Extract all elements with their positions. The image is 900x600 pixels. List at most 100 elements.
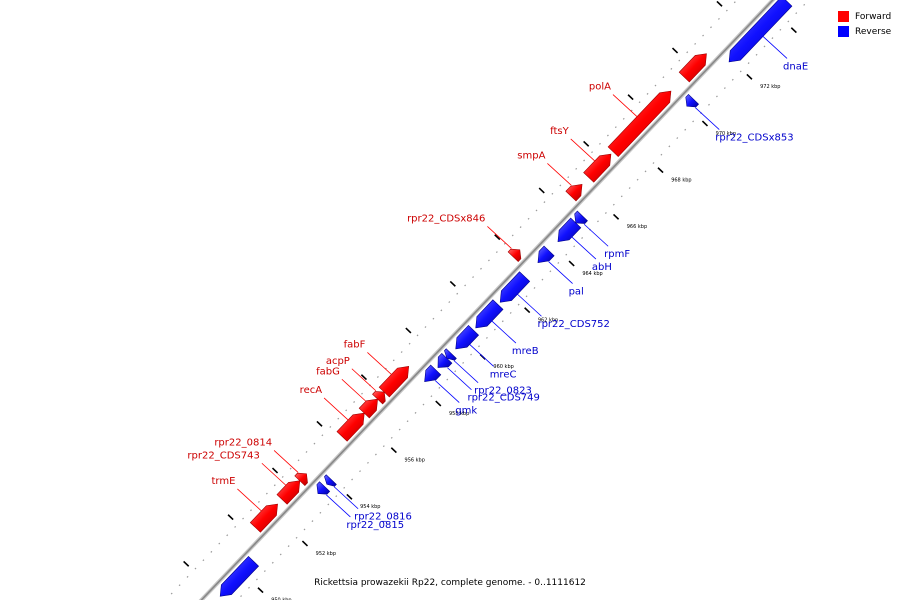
gene-label[interactable]: gmk <box>455 406 477 417</box>
leader-line <box>694 107 720 130</box>
scale-tick <box>271 467 279 474</box>
gene-label[interactable]: smpA <box>517 150 545 161</box>
gene-mreB[interactable] <box>475 299 504 329</box>
gene-label[interactable]: rpr22_CDS743 <box>187 450 259 461</box>
scale-tick <box>790 27 797 34</box>
leader-line <box>447 367 472 391</box>
gene-polA[interactable] <box>607 90 672 157</box>
gene-rpr22_CDSx846[interactable] <box>507 248 522 262</box>
leader-line <box>583 223 609 247</box>
gene-label[interactable]: mreB <box>512 346 539 357</box>
tick-label: 962 kbp <box>538 317 558 323</box>
leader-line <box>261 462 287 486</box>
legend-item-forward: Forward <box>838 9 891 24</box>
gene-label[interactable]: rpr22_0823 <box>474 386 532 397</box>
gene-rpr22_0823[interactable] <box>444 348 457 361</box>
leader-line <box>323 397 349 421</box>
gene-abH[interactable] <box>557 217 582 242</box>
gene-rpr22_0814[interactable] <box>294 472 308 486</box>
gene-label[interactable]: trmE <box>211 476 235 487</box>
legend-item-reverse: Reverse <box>838 24 891 39</box>
leader-line <box>762 36 788 59</box>
scale-tick <box>583 140 590 147</box>
leader-line <box>273 450 299 473</box>
scale-tick <box>346 493 353 500</box>
gene-rpmF[interactable] <box>574 210 588 224</box>
gene-rpr22_fwd_971[interactable] <box>678 53 707 83</box>
leader-line <box>491 320 517 344</box>
legend-label-reverse: Reverse <box>855 26 892 37</box>
leader-line <box>367 352 392 375</box>
forward-swatch-icon <box>838 11 849 22</box>
gene-label[interactable]: fabF <box>344 339 366 350</box>
gene-label[interactable]: rpr22_0815 <box>346 520 404 531</box>
scale-tick <box>716 0 723 7</box>
tick-label: 966 kbp <box>627 224 647 230</box>
scale-tick <box>405 327 412 334</box>
gene-fabG[interactable] <box>358 398 378 419</box>
reverse-guide-line <box>236 0 810 600</box>
tick-label: 958 kbp <box>449 411 469 417</box>
gene-rpr22_0815[interactable] <box>316 481 331 495</box>
gene-label[interactable]: fabG <box>316 366 340 377</box>
scale-tick <box>701 120 709 127</box>
gene-label[interactable]: rpr22_CDS752 <box>537 319 609 330</box>
gene-label[interactable]: ftsY <box>550 126 569 137</box>
leader-line <box>341 378 367 402</box>
gene-label[interactable]: rpr22_0814 <box>214 437 272 448</box>
leader-line <box>570 138 596 162</box>
leader-line <box>351 368 377 392</box>
scale-tick <box>257 587 264 594</box>
gene-label[interactable]: dnaE <box>783 61 808 72</box>
gene-label[interactable]: rpr22_0816 <box>354 512 412 523</box>
gene-label[interactable]: pal <box>569 287 584 298</box>
gene-label[interactable]: abH <box>592 262 612 273</box>
tick-label: 960 kbp <box>493 364 513 370</box>
gene-label[interactable]: rpr22_CDSx853 <box>715 133 793 144</box>
leader-line <box>326 494 351 518</box>
gene-label[interactable]: rpmF <box>604 249 630 260</box>
scale-tick <box>538 187 545 194</box>
leader-line <box>469 344 494 367</box>
scale-tick <box>657 167 664 174</box>
tick-label: 952 kbp <box>316 551 336 557</box>
scale-tick <box>435 400 442 407</box>
gene-rpr22_rev_950[interactable] <box>219 556 260 597</box>
gene-label[interactable]: rpr22_CDSx846 <box>407 213 485 224</box>
scale-tick <box>746 73 753 80</box>
scale-tick <box>449 280 456 287</box>
gene-rpr22_CDS749[interactable] <box>437 353 453 368</box>
gene-pal[interactable] <box>537 245 555 263</box>
gene-rpr22_CDS743[interactable] <box>276 480 301 505</box>
gene-ftsY[interactable] <box>583 153 612 183</box>
reverse-swatch-icon <box>838 26 849 37</box>
gene-label[interactable]: polA <box>589 82 611 93</box>
gene-gmk[interactable] <box>424 364 442 382</box>
leader-line <box>453 360 479 384</box>
gene-rpr22_0816[interactable] <box>324 474 337 487</box>
gene-fabF[interactable] <box>378 366 410 398</box>
tick-label: 968 kbp <box>671 177 691 183</box>
gene-label[interactable]: mreC <box>490 369 517 380</box>
leader-line <box>237 488 262 512</box>
gene-trmE[interactable] <box>249 503 278 533</box>
scale-tick <box>316 420 323 427</box>
gene-label[interactable]: recA <box>300 385 323 396</box>
gene-rpr22_CDS752[interactable] <box>499 271 531 303</box>
legend-label-forward: Forward <box>855 11 892 22</box>
gene-dnaE[interactable] <box>728 0 793 63</box>
backbone-core <box>200 0 774 600</box>
leader-line <box>548 261 573 284</box>
scale-tick <box>671 47 679 54</box>
gene-label[interactable]: rpr22_CDS749 <box>467 393 539 404</box>
gene-mreC[interactable] <box>455 325 480 350</box>
scale-tick <box>524 307 531 314</box>
gene-rpr22_CDSx853[interactable] <box>685 94 700 108</box>
gene-smpA[interactable] <box>565 184 583 202</box>
map-caption: Rickettsia prowazekii Rp22, complete gen… <box>314 578 586 588</box>
gene-acpP[interactable] <box>372 391 386 405</box>
gene-label[interactable]: acpP <box>326 356 350 367</box>
leader-line <box>434 380 460 403</box>
gene-recA[interactable] <box>336 412 365 442</box>
